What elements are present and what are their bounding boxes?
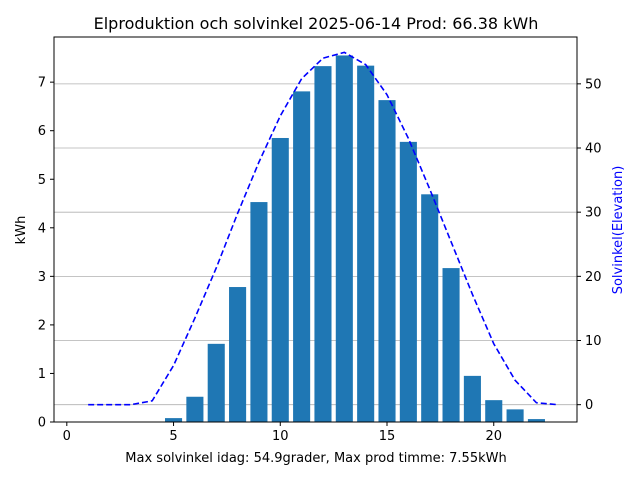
y-tick-label: 6 xyxy=(38,124,46,139)
tick-layer: 0 5 10 15 20 0 1 2 3 4 5 6 7 0 10 20 30 40 50 xyxy=(38,76,602,444)
elevation-line xyxy=(88,51,558,406)
y-tick-label: 0 xyxy=(38,416,46,431)
y2-tick-label: 30 xyxy=(585,206,602,221)
bar xyxy=(314,66,332,422)
plot-frame xyxy=(53,36,578,423)
y-tick-label: 5 xyxy=(38,173,46,188)
bar xyxy=(186,396,204,422)
y2-tick-label: 20 xyxy=(585,270,602,285)
x-axis-label: Max solvinkel idag: 54.9grader, Max prod… xyxy=(125,451,506,466)
bar xyxy=(463,375,481,422)
y2-tick-label: 10 xyxy=(585,334,602,349)
bar xyxy=(485,400,503,422)
x-tick-label: 0 xyxy=(63,429,71,444)
bar xyxy=(335,55,353,423)
y2-tick-label: 0 xyxy=(585,398,593,413)
bar xyxy=(271,137,289,422)
line-layer xyxy=(88,51,558,406)
y-axis-label: kWh xyxy=(14,216,29,245)
bar xyxy=(293,91,311,422)
y2-tick-label: 50 xyxy=(585,77,602,92)
bar xyxy=(250,202,268,422)
bar xyxy=(442,268,460,422)
x-tick-label: 15 xyxy=(379,429,396,444)
bar-layer xyxy=(165,55,545,423)
bar xyxy=(421,194,439,422)
bar xyxy=(527,419,545,422)
x-tick-label: 20 xyxy=(485,429,502,444)
y-tick-label: 1 xyxy=(38,367,46,382)
bar xyxy=(506,409,524,422)
bar xyxy=(165,418,183,422)
bar xyxy=(229,287,247,422)
chart-title: Elproduktion och solvinkel 2025-06-14 Pr… xyxy=(94,14,539,33)
y-tick-label: 7 xyxy=(38,76,46,91)
x-tick-label: 10 xyxy=(272,429,289,444)
y2-tick-label: 40 xyxy=(585,142,602,157)
y-tick-label: 4 xyxy=(38,221,46,236)
bar xyxy=(207,343,225,422)
y2-axis-label: Solvinkel(Elevation) xyxy=(611,166,626,295)
bar xyxy=(378,100,396,423)
x-tick-label: 5 xyxy=(169,429,177,444)
bar xyxy=(357,65,375,423)
bar xyxy=(399,141,417,422)
y-tick-label: 3 xyxy=(38,270,46,285)
y-tick-label: 2 xyxy=(38,318,46,333)
